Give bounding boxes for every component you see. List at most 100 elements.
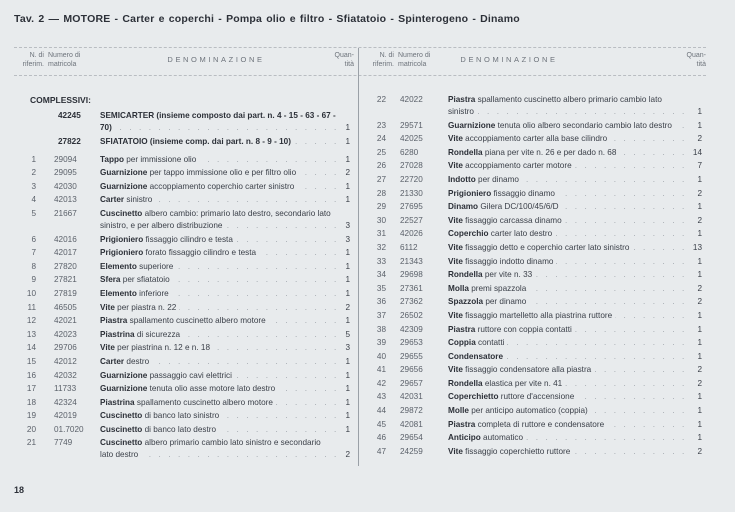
quantity: 3 [345,343,350,353]
part-row: 43 42031 Coperchietto ruttore d'accensione… [364,391,702,403]
description: Prigioniero fissaggio cilindro e testa [100,234,336,246]
description: Coppia contatti [448,337,686,349]
part-detail: ruttore d'accensione [500,392,575,402]
description-text: Cuscinetto albero primario cambio lato s… [100,438,321,460]
part-number: 29698 [400,270,423,280]
description-text: Tappo per immissione olio [100,154,200,164]
description-text: Prigioniero fissaggio cilindro e testa [100,234,236,244]
part-number: 42019 [54,411,77,421]
description: Molle per anticipo automatico (coppia) [448,405,686,417]
description-text: Vite per piastra n. 22 [100,302,180,312]
header-mat-line1: Numero di [398,52,431,59]
part-name: Vite [448,134,463,144]
ref-number: 8 [31,261,36,271]
description-text: Spazzola per dinamo [448,297,530,307]
part-detail: piana per vite n. 26 e per dado n. 68 [484,147,617,157]
part-name: Carter [100,356,125,366]
part-row: 4 42013 Carter sinistro 1 [14,194,350,206]
part-name: Piastrina [100,329,135,339]
part-detail: premi spazzola [471,283,527,293]
part-row: 33 21343 Vite fissaggio indotto dinamo 1 [364,256,702,268]
ref-number: 33 [376,256,386,266]
ref-number: 16 [26,370,36,380]
description: SEMICARTER (insieme composto dai part. n… [100,110,336,134]
description-text: Molle per anticipo automatico (coppia) [448,406,591,416]
part-number: 22720 [400,174,423,184]
part-number: 42022 [400,95,423,104]
quantity: 2 [697,215,702,225]
description-text: Guarnizione tenuta olio asse motore lato… [100,384,279,394]
ref-number: 5 [31,208,36,218]
quantity: 2 [697,283,702,293]
part-detail: per piastra n. 22 [117,302,177,312]
quantity: 1 [697,107,702,116]
description: SFIATATOIO (insieme comp. dai part. n. 8… [100,136,336,148]
part-number: 29653 [400,338,423,348]
part-row: 36 27362 Spazzola per dinamo 2 [364,296,702,308]
description-text: Guarnizione accoppiamento coperchio cart… [100,181,298,191]
ref-number: 32 [376,242,386,252]
part-detail: per tappo immissione olio e per filtro o… [149,168,297,178]
description: Piastra completa di ruttore e condensato… [448,419,686,431]
description: Guarnizione per tappo immissione olio e … [100,167,336,179]
description-text: Coperchietto ruttore d'accensione [448,392,578,402]
description: Elemento superiore [100,261,336,273]
description-text: Prigioniero forato fissaggio cilindro e … [100,248,260,258]
description-text: Piastrina di sicurezza [100,329,184,339]
quantity: 1 [345,195,350,205]
part-name: Vite [448,215,463,225]
ref-number: 46 [376,433,386,443]
description-text: Elemento superiore [100,261,177,271]
description: Guarnizione passaggio cavi elettrici [100,370,336,382]
part-number: 42026 [400,229,423,239]
part-number: 7749 [54,438,73,448]
quantity: 7 [697,161,702,171]
description-text: Coperchio carter lato destro [448,229,556,239]
description: Condensatore [448,351,686,363]
part-detail: sinistro [126,195,153,205]
ref-number: 31 [376,229,386,239]
part-name: Guarnizione [100,370,148,380]
description: Vite per piastra n. 22 [100,302,336,314]
description: Coperchio carter lato destro [448,228,686,240]
description-text: Molla premi spazzola [448,283,530,293]
quantity: 3 [345,220,350,230]
part-detail: tenuta olio albero secondario cambio lat… [497,120,672,130]
part-number: 21343 [400,256,423,266]
ref-number: 26 [376,161,386,171]
ref-number: 39 [376,338,386,348]
description: Sfera per sfiatatoio [100,274,336,286]
part-detail: inferiore [139,288,169,298]
ref-number: 23 [376,120,386,130]
ref-number: 24 [376,134,386,144]
description: Vite fissaggio martelletto alla piastrin… [448,310,686,322]
description-text: Carter sinistro [100,195,156,205]
ref-number: 45 [376,419,386,429]
part-detail: spallamento cuscinetto albero motore [136,397,273,407]
part-name: Guarnizione [100,384,148,394]
description-text: Prigioniero fissaggio dinamo [448,188,558,198]
header-ref: N. di riferim. [14,52,44,69]
description-text: Cuscinetto di banco lato sinistro [100,411,223,421]
quantity: 2 [697,134,702,144]
part-number: 42245 [58,111,81,120]
part-detail: passaggio cavi elettrici [149,370,232,380]
part-detail: destro [126,356,150,366]
description: Prigioniero fissaggio dinamo [448,188,686,200]
header-denominazione: DENOMINAZIONE [460,55,558,64]
part-detail: di sicurezza [136,329,181,339]
part-name: Cuscinetto [100,208,143,218]
quantity: 2 [345,302,350,312]
ref-number: 19 [26,411,36,421]
quantity: 1 [345,397,350,407]
ref-number: 18 [26,397,36,407]
quantity: 2 [697,365,702,375]
quantity: 1 [697,229,702,239]
part-name: Elemento [100,261,137,271]
ref-number: 22 [376,95,386,104]
ref-number: 37 [376,310,386,320]
part-number: 26502 [400,310,423,320]
part-row: 28 21330 Prigioniero fissaggio dinamo 2 [364,188,702,200]
description-text: Sfera per sfiatatoio [100,275,173,285]
part-number: 11733 [54,384,77,394]
